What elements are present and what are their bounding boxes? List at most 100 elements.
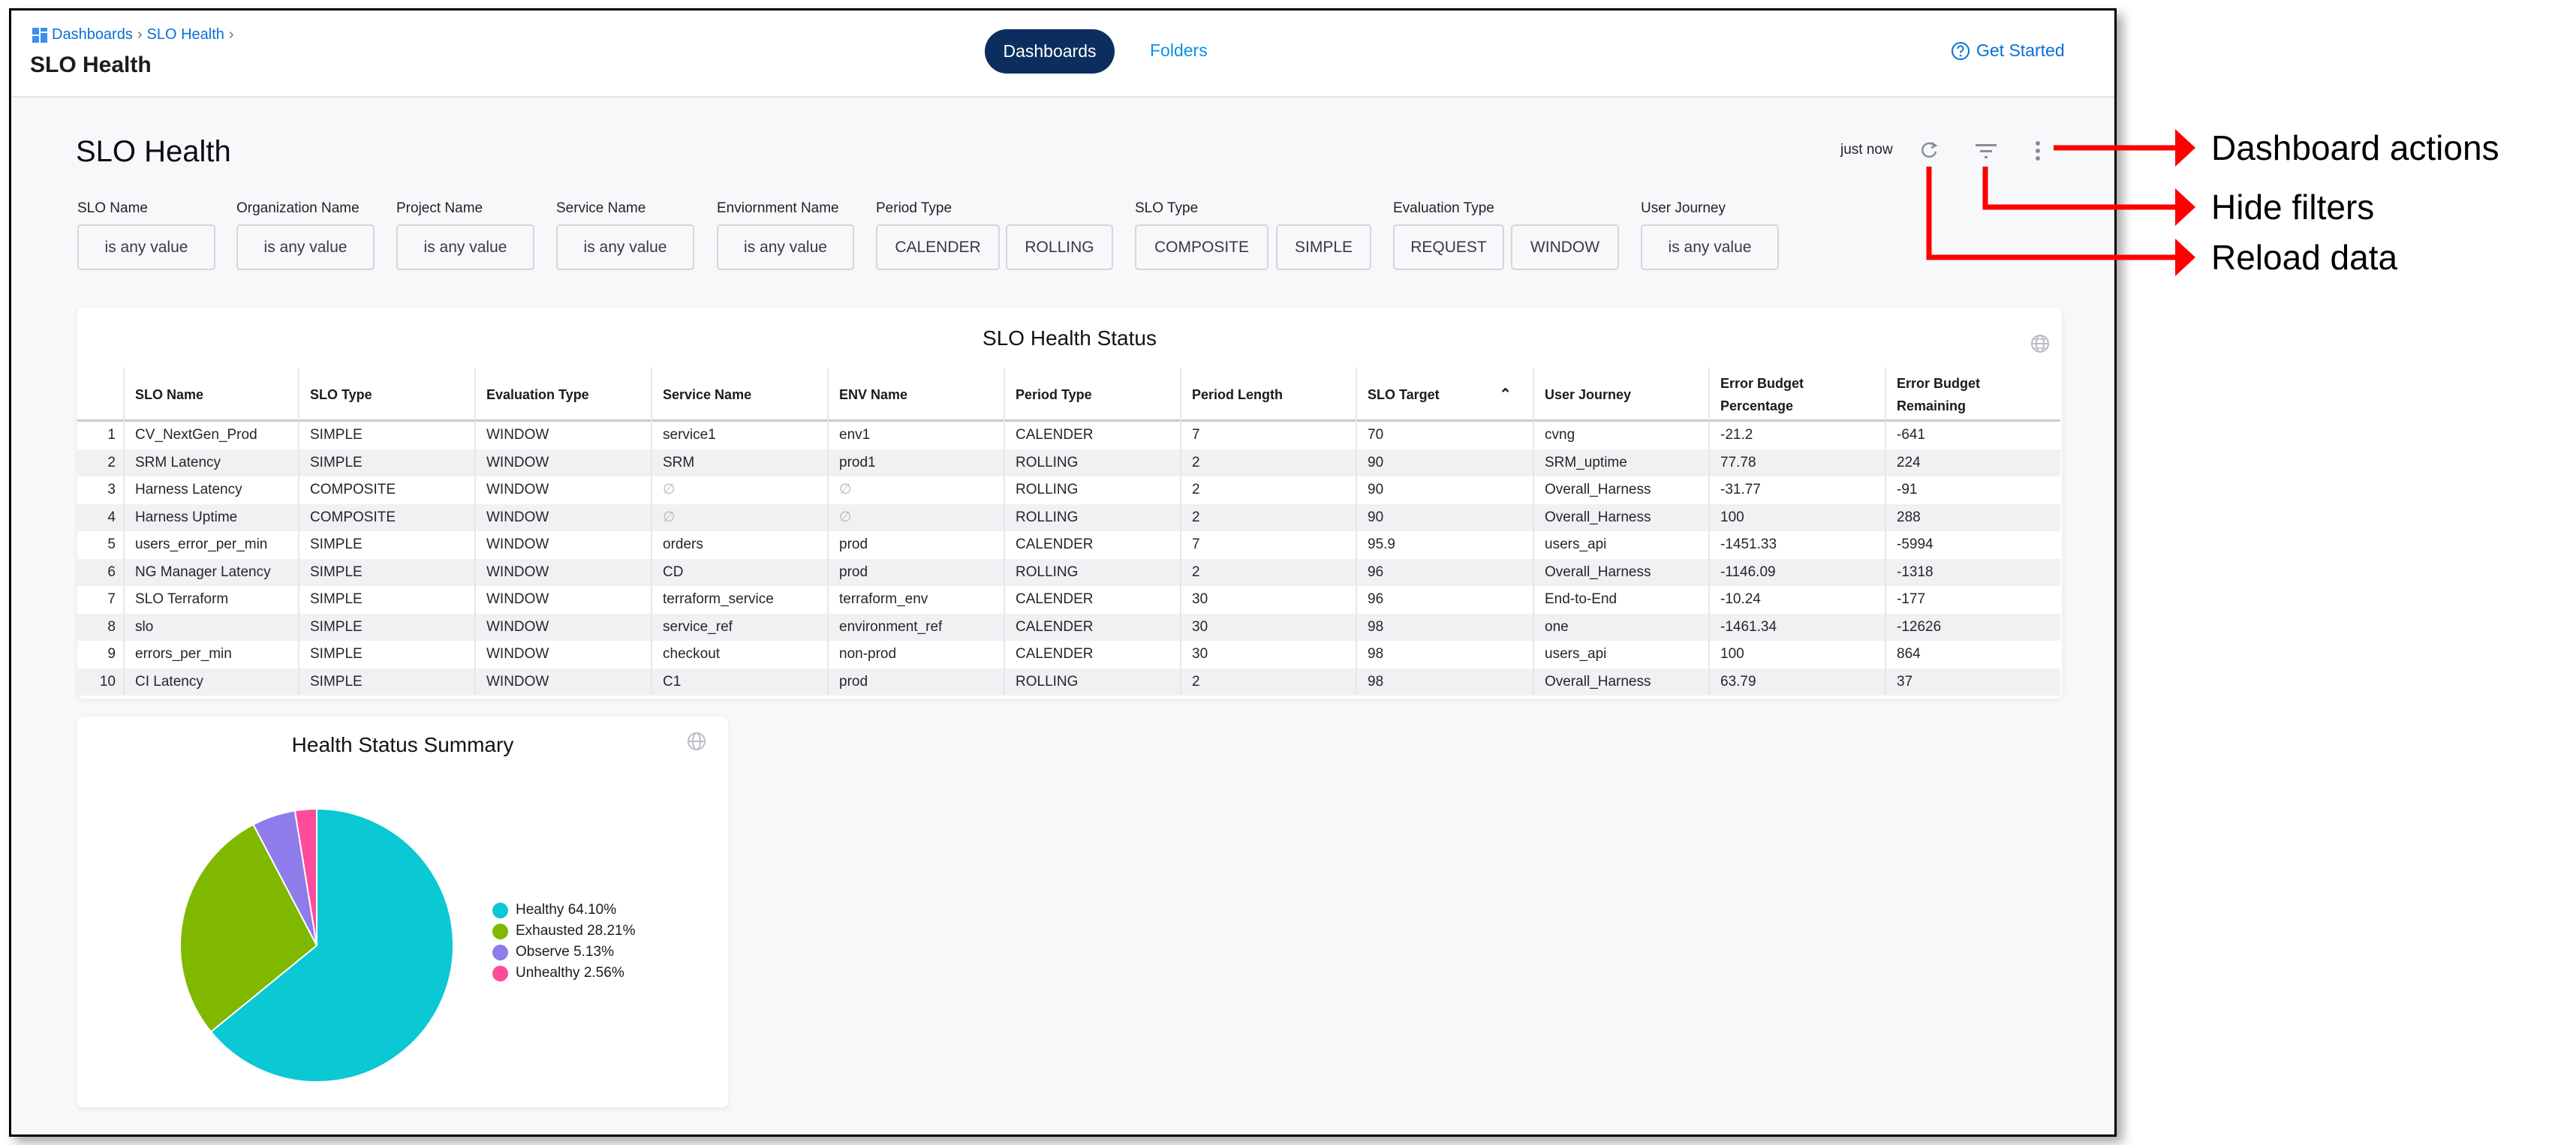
legend-item[interactable]: Healthy 64.10% bbox=[492, 902, 616, 918]
arrowhead bbox=[2175, 239, 2195, 276]
column-header[interactable]: SLO Name bbox=[123, 368, 298, 422]
table-cell: WINDOW bbox=[474, 476, 651, 504]
globe-icon[interactable] bbox=[2030, 334, 2050, 353]
legend-label: Healthy 64.10% bbox=[516, 902, 617, 918]
row-index: 8 bbox=[107, 618, 116, 635]
table-cell: -1318 bbox=[1885, 558, 2061, 586]
filter-option-button[interactable]: is any value bbox=[77, 224, 215, 270]
table-cell: CV_NextGen_Prod bbox=[123, 422, 298, 449]
table-cell: 90 bbox=[1356, 449, 1533, 476]
row-index: 6 bbox=[107, 563, 116, 580]
filter-option-button[interactable]: WINDOW bbox=[1511, 224, 1619, 270]
table-cell: prod1 bbox=[827, 449, 1004, 476]
filter-option-button[interactable]: is any value bbox=[1641, 224, 1779, 270]
annotation-reload-data: Reload data bbox=[2211, 238, 2398, 277]
table-row[interactable]: 4 Harness Uptime COMPOSITE WINDOW ∅ ∅ ROLLING 2… bbox=[77, 503, 2061, 531]
legend-label: Unhealthy 2.56% bbox=[516, 965, 624, 981]
page-title: SLO Health bbox=[30, 53, 152, 77]
table-cell: checkout bbox=[651, 641, 827, 669]
row-index: 10 bbox=[99, 673, 116, 690]
table-cell: CALENDER bbox=[1004, 586, 1180, 614]
filter-option-button[interactable]: is any value bbox=[556, 224, 694, 270]
table-cell: CALENDER bbox=[1004, 422, 1180, 449]
column-header[interactable]: Service Name bbox=[651, 368, 827, 422]
breadcrumb-dashboards[interactable]: Dashboards bbox=[52, 26, 133, 43]
table-cell: SIMPLE bbox=[298, 449, 474, 476]
filter-option-button[interactable]: COMPOSITE bbox=[1135, 224, 1268, 270]
table-cell: -1451.33 bbox=[1708, 531, 1885, 559]
filter-option-button[interactable]: is any value bbox=[717, 224, 854, 270]
table-row[interactable]: 8 slo SIMPLE WINDOW service_ref environment_r… bbox=[77, 613, 2060, 641]
column-header-label: User Journey bbox=[1545, 387, 1632, 402]
reload-data-button[interactable] bbox=[1919, 140, 1940, 161]
column-header[interactable]: ENV Name bbox=[827, 368, 1004, 422]
table-cell: 7 bbox=[1180, 531, 1356, 559]
app-window: Dashboards › SLO Health › SLO Health Das… bbox=[9, 8, 2117, 1137]
sort-ascending-icon[interactable]: ⌃ bbox=[1499, 386, 1512, 403]
table-cell: 98 bbox=[1356, 641, 1533, 669]
table-cell: WINDOW bbox=[474, 641, 651, 669]
table-cell: 2 bbox=[1180, 476, 1356, 504]
legend-item[interactable]: Exhausted 28.21% bbox=[492, 923, 636, 939]
column-header[interactable]: Error Budget Remaining bbox=[1885, 368, 2061, 422]
table-row[interactable]: 7 SLO Terraform SIMPLE WINDOW terraform_serv… bbox=[77, 586, 2060, 614]
table-cell: slo bbox=[123, 613, 298, 641]
table-cell: 2 bbox=[1180, 449, 1356, 476]
table-cell: non-prod bbox=[827, 641, 1004, 669]
table-cell: 96 bbox=[1356, 558, 1533, 586]
table-row[interactable]: 3 Harness Latency COMPOSITE WINDOW ∅ ∅ ROLLING… bbox=[77, 476, 2060, 504]
table-row[interactable]: 10 CI Latency SIMPLE WINDOW C1 prod ROLLING 2 98… bbox=[77, 668, 2060, 696]
table-cell: ROLLING bbox=[1004, 668, 1180, 696]
nav-dashboards-tab[interactable]: Dashboards bbox=[985, 29, 1115, 74]
globe-icon[interactable] bbox=[687, 732, 706, 751]
pie-slice-healthy[interactable] bbox=[209, 807, 454, 1083]
column-header[interactable]: Error Budget Percentage bbox=[1708, 368, 1885, 422]
filter-label: Organization Name bbox=[236, 200, 360, 216]
table-cell: SRM bbox=[651, 449, 827, 476]
table-cell: 30 bbox=[1180, 641, 1356, 669]
filter-option-button[interactable]: CALENDER bbox=[876, 224, 1000, 270]
table-cell: users_api bbox=[1533, 641, 1708, 669]
filter-option-button[interactable]: REQUEST bbox=[1393, 224, 1504, 270]
filter-option-button[interactable]: SIMPLE bbox=[1276, 224, 1371, 270]
column-header[interactable]: Period Length bbox=[1180, 368, 1356, 422]
table-cell: ROLLING bbox=[1004, 558, 1180, 586]
column-header[interactable]: SLO Target ⌃ bbox=[1356, 368, 1533, 422]
breadcrumb-slo-health[interactable]: SLO Health bbox=[146, 26, 224, 43]
legend-dot bbox=[492, 965, 508, 981]
table-cell: WINDOW bbox=[474, 531, 651, 559]
pie-slice-unhealthy[interactable] bbox=[293, 807, 317, 946]
table-row[interactable]: 5 users_error_per_min SIMPLE WINDOW orders pr… bbox=[77, 531, 2060, 559]
column-header[interactable]: Evaluation Type bbox=[474, 368, 651, 422]
hide-filters-button[interactable] bbox=[1975, 141, 1997, 161]
legend-item[interactable]: Observe 5.13% bbox=[492, 944, 614, 960]
last-updated: just now bbox=[1840, 142, 1893, 158]
filter-label: SLO Type bbox=[1135, 200, 1199, 216]
column-header[interactable]: Period Type bbox=[1004, 368, 1180, 422]
pie-slice-exhausted[interactable] bbox=[179, 823, 318, 1033]
table-row[interactable]: 9 errors_per_min SIMPLE WINDOW checkout non-p… bbox=[77, 641, 2060, 669]
column-header[interactable]: User Journey bbox=[1533, 368, 1708, 422]
top-bar: Dashboards › SLO Health › SLO Health Das… bbox=[11, 11, 2114, 98]
table-cell: 98 bbox=[1356, 613, 1533, 641]
legend-item[interactable]: Unhealthy 2.56% bbox=[492, 965, 624, 981]
dashboard-actions-button[interactable] bbox=[2033, 140, 2042, 162]
table-cell: CI Latency bbox=[123, 668, 298, 696]
table-cell: 288 bbox=[1885, 503, 2061, 531]
get-started-link[interactable]: Get Started bbox=[1951, 41, 2065, 61]
table-cell: prod bbox=[827, 668, 1004, 696]
filter-option-button[interactable]: ROLLING bbox=[1006, 224, 1113, 270]
table-cell: environment_ref bbox=[827, 613, 1004, 641]
column-header[interactable]: SLO Type bbox=[298, 368, 474, 422]
filter-option-button[interactable]: is any value bbox=[396, 224, 534, 270]
nav-folders-tab[interactable]: Folders bbox=[1150, 41, 1208, 60]
table-cell: one bbox=[1533, 613, 1708, 641]
table-cell: 63.79 bbox=[1708, 668, 1885, 696]
table-cell: 96 bbox=[1356, 586, 1533, 614]
slo-health-status-card: SLO Health Status SLO Name SLO Type Evalua… bbox=[77, 308, 2062, 699]
filter-option-button[interactable]: is any value bbox=[236, 224, 375, 270]
table-row[interactable]: 6 NG Manager Latency SIMPLE WINDOW CD prod ROL… bbox=[77, 558, 2061, 586]
table-row[interactable]: 1 CV_NextGen_Prod SIMPLE WINDOW service1 env1… bbox=[77, 422, 2060, 449]
arrow-reload-data bbox=[1926, 167, 2184, 260]
table-row[interactable]: 2 SRM Latency SIMPLE WINDOW SRM prod1 ROLLING 2… bbox=[77, 449, 2060, 476]
